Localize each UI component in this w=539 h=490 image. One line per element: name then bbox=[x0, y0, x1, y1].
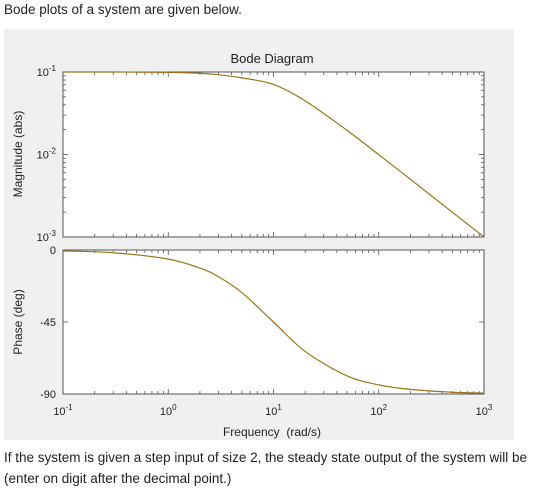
x-tick-label: 10-1 bbox=[53, 403, 73, 418]
question-intro: Bode plots of a system are given below. bbox=[4, 2, 242, 17]
phase-y-tick-label: -90 bbox=[40, 389, 56, 401]
x-tick-label: 100 bbox=[160, 403, 177, 418]
magnitude-y-tick-label: 10-1 bbox=[37, 64, 57, 79]
x-axis-label: Frequency (rad/s) bbox=[223, 425, 321, 439]
x-tick-label: 103 bbox=[476, 403, 493, 418]
x-tick-labels: 10-1 100 101 102 103 bbox=[53, 403, 493, 418]
phase-ylabel: Phase (deg) bbox=[11, 289, 25, 354]
phase-curve bbox=[62, 250, 485, 394]
magnitude-curve bbox=[62, 71, 485, 238]
axis-ticks bbox=[62, 71, 485, 395]
magnitude-axes bbox=[62, 71, 485, 238]
chart-title: Bode Diagram bbox=[230, 51, 313, 66]
x-tick-label: 102 bbox=[370, 403, 387, 418]
y-tick-labels: 10-1 10-2 10-30 -45 -90 bbox=[37, 64, 57, 401]
x-tick-label: 101 bbox=[265, 403, 282, 418]
question-prompt: If the system is given a step input of s… bbox=[4, 450, 528, 486]
phase-y-tick-label: -45 bbox=[40, 317, 56, 329]
magnitude-y-tick-label: 10-2 bbox=[37, 147, 57, 162]
magnitude-y-tick-label: 10-3 bbox=[37, 229, 57, 244]
magnitude-ylabel: Magnitude (abs) bbox=[11, 111, 25, 198]
phase-y-tick-label: 0 bbox=[50, 245, 56, 257]
